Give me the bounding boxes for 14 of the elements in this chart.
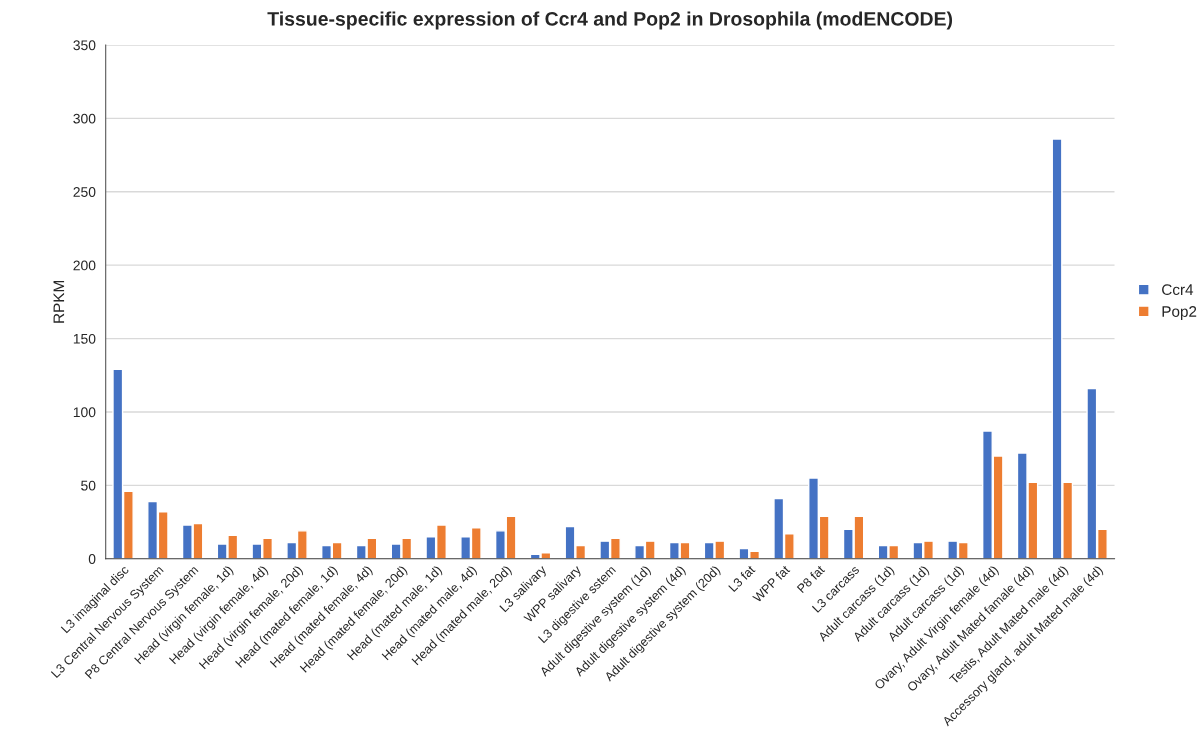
legend-label: Pop2	[1162, 306, 1197, 320]
legend-label: Ccr4	[1162, 284, 1194, 296]
y-tick-label: 250	[73, 187, 96, 197]
y-axis-title: RPKM	[53, 281, 65, 323]
x-tick-label: P8 fat	[796, 564, 826, 594]
y-tick-label: 350	[73, 40, 96, 51]
chart-title: Tissue-specific expression of Ccr4 and Pop2 in Drosophila (modENCODE)	[267, 11, 953, 30]
y-tick-label: 100	[73, 407, 96, 418]
y-tick-label: 50	[81, 480, 96, 491]
y-tick-label: 200	[73, 260, 96, 271]
x-tick-label: L3 fat	[727, 564, 756, 593]
y-tick-label: 150	[73, 333, 96, 344]
y-tick-label: 0	[88, 554, 96, 564]
y-tick-label: 300	[73, 113, 96, 124]
